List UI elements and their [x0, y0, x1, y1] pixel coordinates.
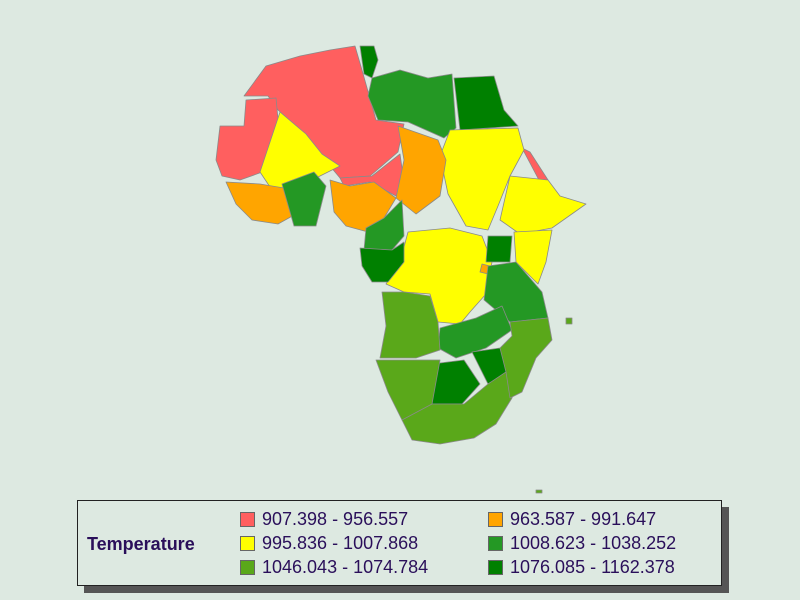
- region-ethiopia: [499, 175, 587, 235]
- legend-label-5: 1046.043 - 1074.784: [262, 557, 429, 577]
- legend-label-1: 907.398 - 956.557: [262, 509, 409, 529]
- region-congo: [359, 241, 405, 283]
- region-ghana: [281, 171, 327, 227]
- legend-title: Temperature: [87, 534, 195, 554]
- region-angola: [379, 291, 441, 359]
- legend-swatch-3: [240, 536, 255, 551]
- map-legend: Temperature 907.398 - 956.557 963.587 - …: [77, 500, 722, 586]
- legend-swatch-1: [240, 512, 255, 527]
- region-eritrea: [521, 147, 549, 183]
- region-island-1: [565, 317, 573, 325]
- region-tunisia: [359, 45, 379, 79]
- africa-choropleth-map: [215, 45, 587, 494]
- legend-label-2: 963.587 - 991.647: [510, 509, 657, 529]
- legend-swatch-5: [240, 560, 255, 575]
- legend-label-6: 1076.085 - 1162.378: [510, 557, 675, 577]
- legend-swatch-4: [488, 536, 503, 551]
- region-sudan: [439, 127, 525, 231]
- legend-label-3: 995.836 - 1007.868: [262, 533, 419, 553]
- region-island-2: [535, 489, 543, 494]
- region-egypt: [453, 75, 519, 131]
- region-chad: [395, 125, 447, 215]
- legend-label-4: 1008.623 - 1038.252: [510, 533, 677, 553]
- region-west-coast: [225, 181, 297, 225]
- legend-swatch-2: [488, 512, 503, 527]
- legend-swatch-6: [488, 560, 503, 575]
- region-mozambique: [499, 317, 553, 399]
- region-somalia-kenya: [513, 229, 553, 285]
- region-zambia: [437, 305, 513, 359]
- region-uganda: [485, 235, 513, 263]
